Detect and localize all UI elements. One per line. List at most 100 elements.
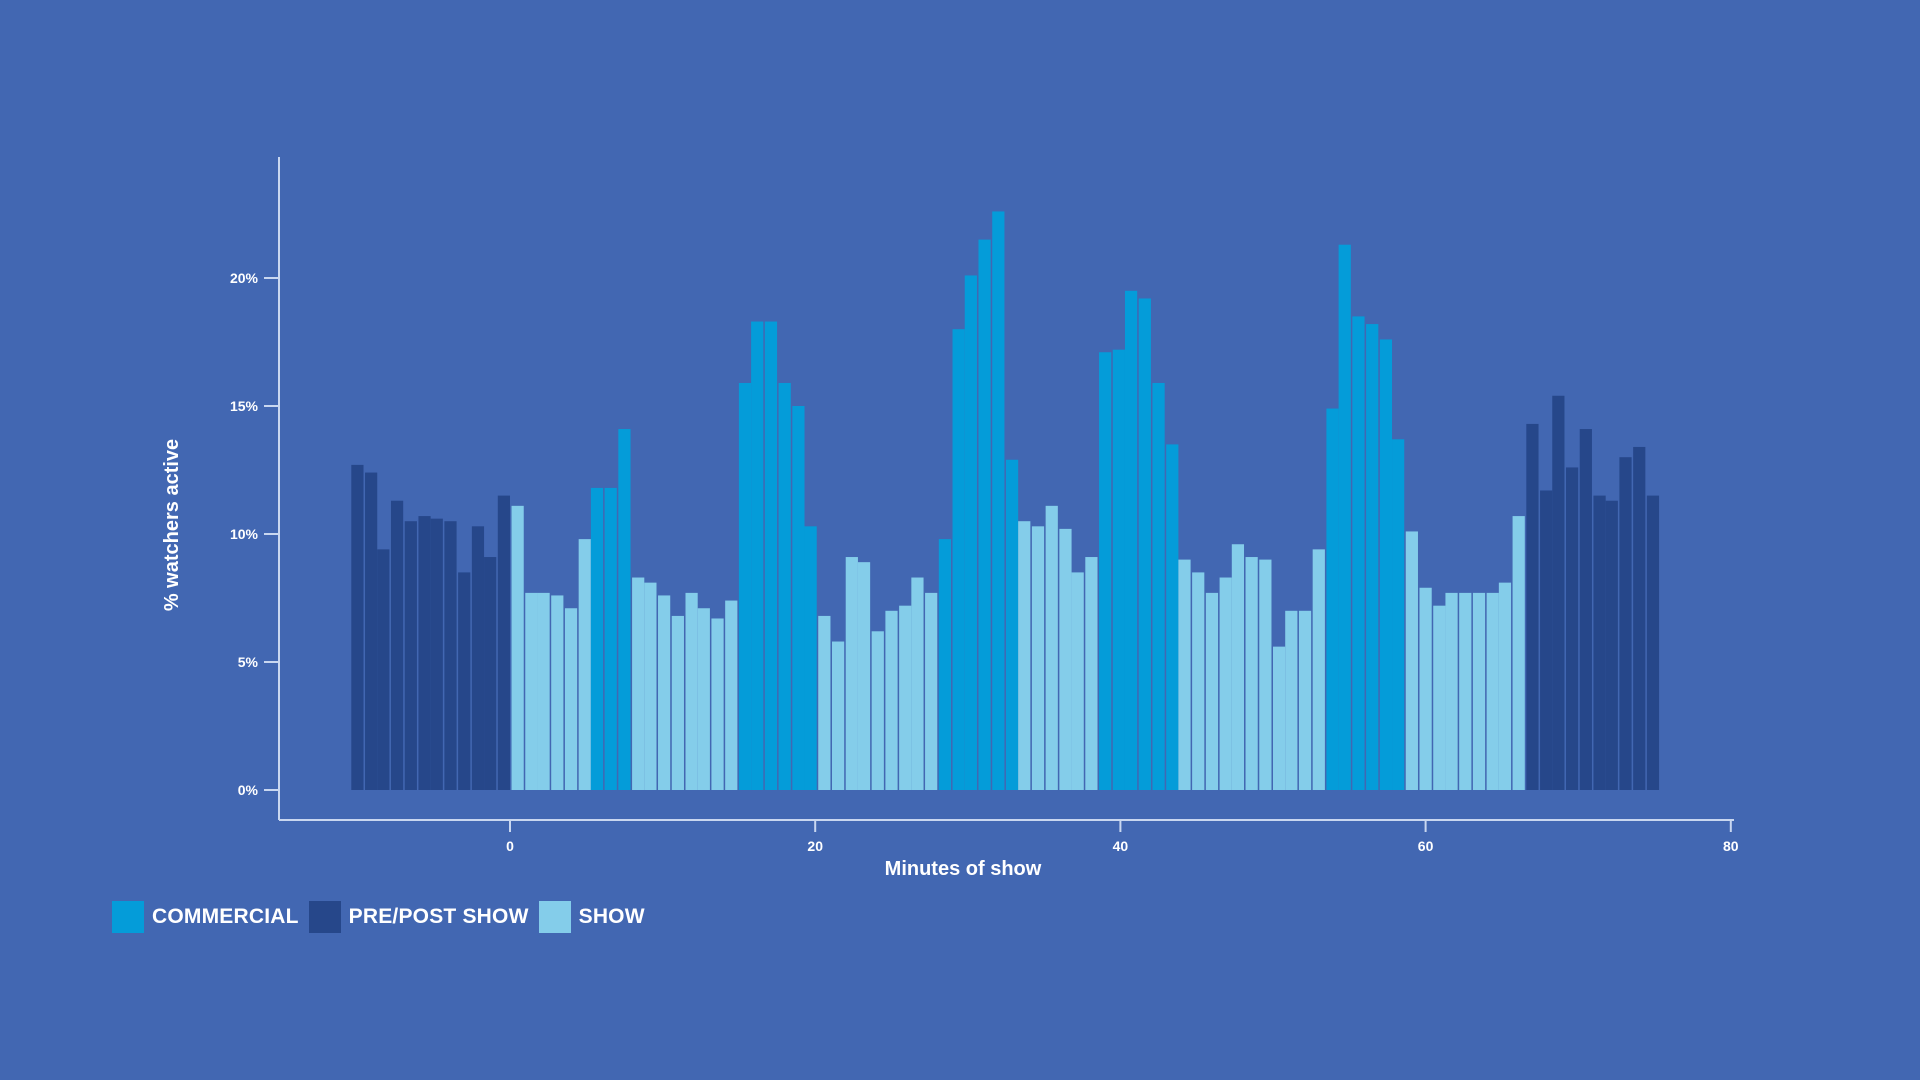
bar-pre-post-show-93 xyxy=(1593,495,1606,790)
bar-pre-post-show-0 xyxy=(351,464,364,790)
bar-show-64 xyxy=(1205,592,1219,790)
legend-label-pre-post-show: PRE/POST SHOW xyxy=(348,905,529,928)
bar-show-83 xyxy=(1459,592,1472,790)
x-tick-label: 20 xyxy=(807,838,823,854)
bar-show-67 xyxy=(1245,557,1258,790)
legend-label-commercial: COMMERCIAL xyxy=(152,905,299,928)
bar-show-36 xyxy=(831,641,845,790)
bar-show-87 xyxy=(1512,516,1525,790)
bar-commercial-78 xyxy=(1392,439,1405,790)
legend-swatch-show xyxy=(538,901,571,933)
bar-pre-post-show-97 xyxy=(1646,495,1660,790)
bar-commercial-20 xyxy=(618,429,631,790)
legend: COMMERCIAL PRE/POST SHOW SHOW xyxy=(112,900,655,934)
x-tick-label: 60 xyxy=(1418,838,1434,854)
bar-show-84 xyxy=(1472,592,1486,790)
bar-show-24 xyxy=(671,615,684,790)
bar-pre-post-show-90 xyxy=(1552,395,1565,790)
bar-show-85 xyxy=(1486,592,1499,790)
bar-show-17 xyxy=(578,539,591,790)
bar-pre-post-show-91 xyxy=(1565,467,1579,790)
bar-commercial-46 xyxy=(964,275,977,790)
bar-show-80 xyxy=(1419,587,1432,790)
bar-show-21 xyxy=(632,577,645,790)
bar-show-16 xyxy=(564,608,578,790)
bar-commercial-74 xyxy=(1338,244,1351,791)
bar-show-13 xyxy=(525,592,538,790)
bar-commercial-60 xyxy=(1152,382,1165,790)
bar-show-50 xyxy=(1018,521,1031,790)
bar-commercial-30 xyxy=(751,321,764,790)
bar-pre-post-show-2 xyxy=(377,549,390,790)
y-axis-title: % watchers active xyxy=(161,439,183,611)
bar-commercial-48 xyxy=(992,211,1005,790)
x-tick-label: 0 xyxy=(506,838,514,854)
bar-pre-post-show-95 xyxy=(1619,457,1632,790)
bar-show-54 xyxy=(1071,572,1084,790)
bar-show-53 xyxy=(1059,528,1072,790)
bar-pre-post-show-6 xyxy=(430,518,443,790)
bar-commercial-58 xyxy=(1124,290,1138,790)
bar-commercial-75 xyxy=(1352,316,1365,790)
bar-show-15 xyxy=(551,595,564,790)
bar-pre-post-show-94 xyxy=(1605,500,1618,790)
bar-show-27 xyxy=(711,618,724,790)
bar-commercial-49 xyxy=(1005,459,1019,790)
y-tick-label: 20% xyxy=(230,270,259,286)
x-tick-label: 80 xyxy=(1723,838,1739,854)
bar-commercial-33 xyxy=(792,406,805,790)
bar-commercial-31 xyxy=(764,321,778,790)
legend-label-show: SHOW xyxy=(578,905,645,928)
bar-commercial-77 xyxy=(1379,339,1393,790)
bar-commercial-76 xyxy=(1366,324,1379,790)
bar-show-72 xyxy=(1312,549,1325,790)
bar-pre-post-show-96 xyxy=(1633,446,1646,790)
bar-pre-post-show-7 xyxy=(444,521,457,790)
bar-show-40 xyxy=(885,610,898,790)
bar-pre-post-show-1 xyxy=(365,472,378,790)
bar-show-41 xyxy=(899,605,912,790)
x-axis-title: Minutes of show xyxy=(885,858,1042,880)
legend-item-pre-post-show: PRE/POST SHOW xyxy=(308,901,529,933)
bar-show-28 xyxy=(725,600,738,790)
bar-show-35 xyxy=(818,615,831,790)
y-tick-label: 15% xyxy=(230,398,259,414)
bar-show-79 xyxy=(1405,531,1418,790)
bar-show-69 xyxy=(1273,646,1286,790)
bar-show-37 xyxy=(845,557,858,790)
bar-show-22 xyxy=(644,582,657,790)
bar-show-12 xyxy=(511,505,524,790)
bar-pre-post-show-3 xyxy=(390,500,404,790)
legend-item-commercial: COMMERCIAL xyxy=(112,901,299,933)
bar-pre-post-show-88 xyxy=(1526,423,1539,790)
bar-show-55 xyxy=(1085,557,1098,790)
bar-show-63 xyxy=(1192,572,1205,790)
bar-commercial-19 xyxy=(604,487,617,790)
bar-commercial-59 xyxy=(1138,298,1151,790)
bar-commercial-73 xyxy=(1326,408,1339,790)
legend-swatch-commercial xyxy=(112,901,144,933)
x-tick-label: 40 xyxy=(1113,838,1129,854)
bar-show-42 xyxy=(911,577,924,790)
y-tick-label: 10% xyxy=(230,526,259,542)
bar-show-70 xyxy=(1285,610,1298,790)
y-tick-label: 5% xyxy=(238,654,259,670)
bar-show-51 xyxy=(1031,526,1045,790)
bar-show-81 xyxy=(1433,605,1446,790)
legend-item-show: SHOW xyxy=(538,901,645,933)
bar-pre-post-show-89 xyxy=(1540,490,1553,790)
bars-group xyxy=(351,211,1660,791)
bar-commercial-61 xyxy=(1166,444,1179,790)
y-tick-label: 0% xyxy=(238,782,259,798)
bar-show-66 xyxy=(1231,544,1245,790)
x-ticks-group: 0 20 40 60 80 xyxy=(506,820,1739,854)
bar-show-23 xyxy=(658,595,671,790)
bar-show-26 xyxy=(697,608,710,790)
bar-pre-post-show-8 xyxy=(458,572,471,790)
bar-show-65 xyxy=(1219,577,1232,790)
bar-show-43 xyxy=(925,592,938,790)
bar-show-68 xyxy=(1259,559,1272,790)
bar-show-82 xyxy=(1445,592,1458,790)
bar-commercial-57 xyxy=(1112,349,1125,790)
